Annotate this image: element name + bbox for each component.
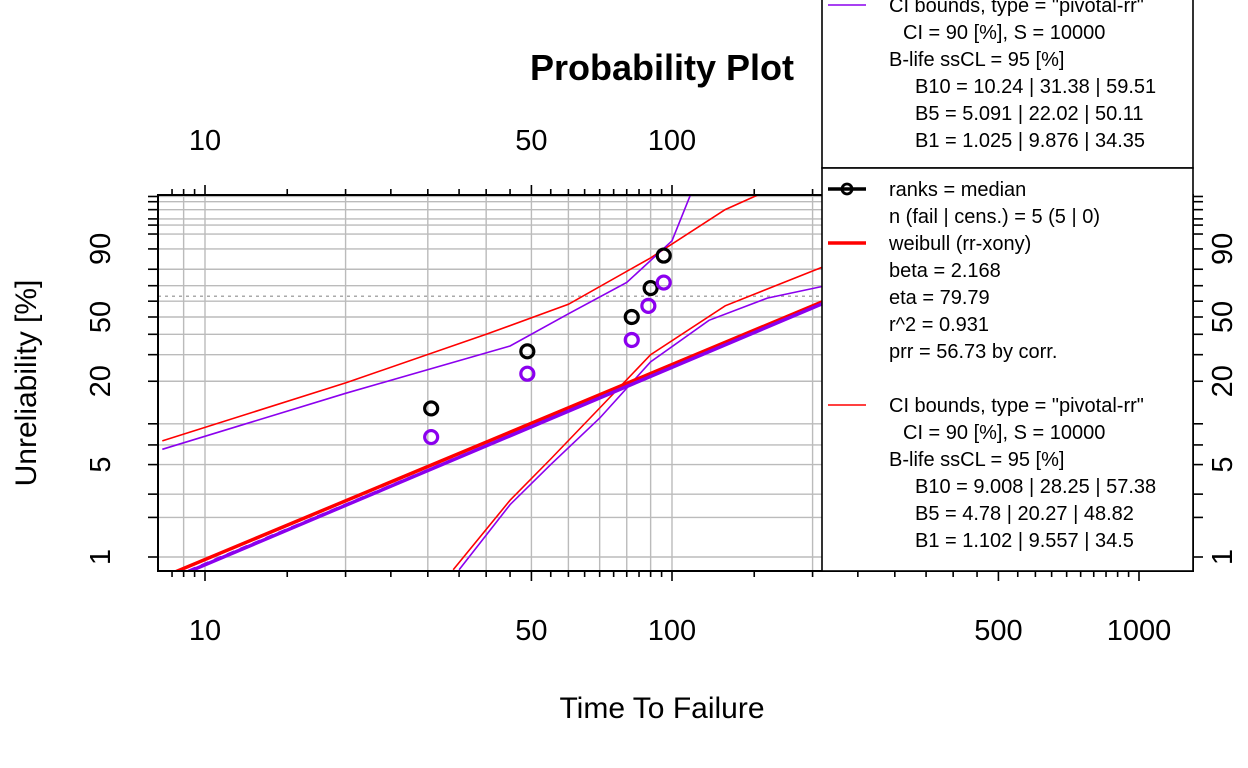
legend-text: weibull (rr-xony) <box>888 233 1031 255</box>
data-point-1 <box>519 365 536 382</box>
legend-text: B5 = 4.78 | 20.27 | 48.82 <box>915 503 1134 525</box>
legend-text: CI = 90 [%], S = 10000 <box>903 422 1105 444</box>
confidence-bounds <box>162 195 842 571</box>
y-tick-label-right: 50 <box>1207 301 1239 333</box>
legend: CI bounds, type = "pivotal-rr" CI = 90 [%… <box>821 0 1194 572</box>
y-tick-label-left: 5 <box>85 457 117 473</box>
x-tick-label-top: 10 <box>189 125 221 157</box>
legend-symbol-point <box>840 182 854 196</box>
x-tick-label-bottom: 10 <box>189 615 221 647</box>
legend-text: n (fail | cens.) = 5 (5 | 0) <box>889 206 1100 228</box>
legend-text: B5 = 5.091 | 22.02 | 50.11 <box>915 103 1144 125</box>
axes: 10 50 100 500 1000 10 50 100 1 1 5 5 20 20 50 50 90 90 <box>85 125 1239 647</box>
y-tick-label-right: 90 <box>1207 233 1239 265</box>
ci-bound-lower <box>458 281 842 571</box>
legend-text: CI bounds, type = "pivotal-rr" <box>889 0 1144 17</box>
legend-text: B10 = 9.008 | 28.25 | 57.38 <box>915 476 1156 498</box>
legend-text: r^2 = 0.931 <box>889 314 989 336</box>
ci-bound-lower <box>452 259 842 571</box>
data-point-0 <box>623 308 640 326</box>
legend-text: eta = 79.79 <box>889 287 990 309</box>
legend-text: B1 = 1.102 | 9.557 | 34.5 <box>915 530 1134 552</box>
data-point-1 <box>623 331 640 349</box>
data-point-1 <box>423 428 440 446</box>
legend-text: CI bounds, type = "pivotal-rr" <box>889 395 1144 417</box>
data-point-1 <box>655 274 672 291</box>
x-axis-label: Time To Failure <box>559 692 764 725</box>
data-point-0 <box>423 400 440 417</box>
y-tick-label-left: 20 <box>85 365 117 397</box>
legend-box-1 <box>821 167 1194 572</box>
y-tick-label-left: 50 <box>85 301 117 333</box>
legend-text: beta = 2.168 <box>889 260 1001 282</box>
legend-text: B1 = 1.025 | 9.876 | 34.35 <box>915 130 1145 152</box>
x-tick-label-bottom: 1000 <box>1107 615 1172 647</box>
legend-text: ranks = median <box>889 179 1026 201</box>
data-point-0 <box>519 343 536 360</box>
x-tick-label-top: 50 <box>515 125 547 157</box>
y-tick-label-left: 90 <box>85 233 117 265</box>
legend-text: B-life ssCL = 95 [%] <box>889 49 1064 71</box>
y-tick-label-right: 1 <box>1207 549 1239 565</box>
data-point-0 <box>655 247 672 264</box>
x-tick-label-bottom: 50 <box>515 615 547 647</box>
legend-text: prr = 56.73 by corr. <box>889 341 1057 363</box>
data-point-0 <box>642 279 659 297</box>
chart-title: Probability Plot <box>530 47 794 88</box>
legend-text: B10 = 10.24 | 31.38 | 59.51 <box>915 76 1156 98</box>
y-axis-label: Unreliability [%] <box>10 280 43 487</box>
legend-text: B-life ssCL = 95 [%] <box>889 449 1064 471</box>
y-tick-label-right: 20 <box>1207 365 1239 397</box>
ci-bound-upper <box>162 195 692 451</box>
legend-text: CI = 90 [%], S = 10000 <box>903 22 1105 44</box>
y-tick-label-left: 1 <box>85 549 117 565</box>
x-tick-label-bottom: 500 <box>974 615 1022 647</box>
data-point-1 <box>640 297 657 314</box>
ci-bound-upper <box>162 195 760 442</box>
y-tick-label-right: 5 <box>1207 457 1239 473</box>
x-tick-label-top: 100 <box>648 125 696 157</box>
x-tick-label-bottom: 100 <box>648 615 696 647</box>
data-points <box>423 247 672 446</box>
